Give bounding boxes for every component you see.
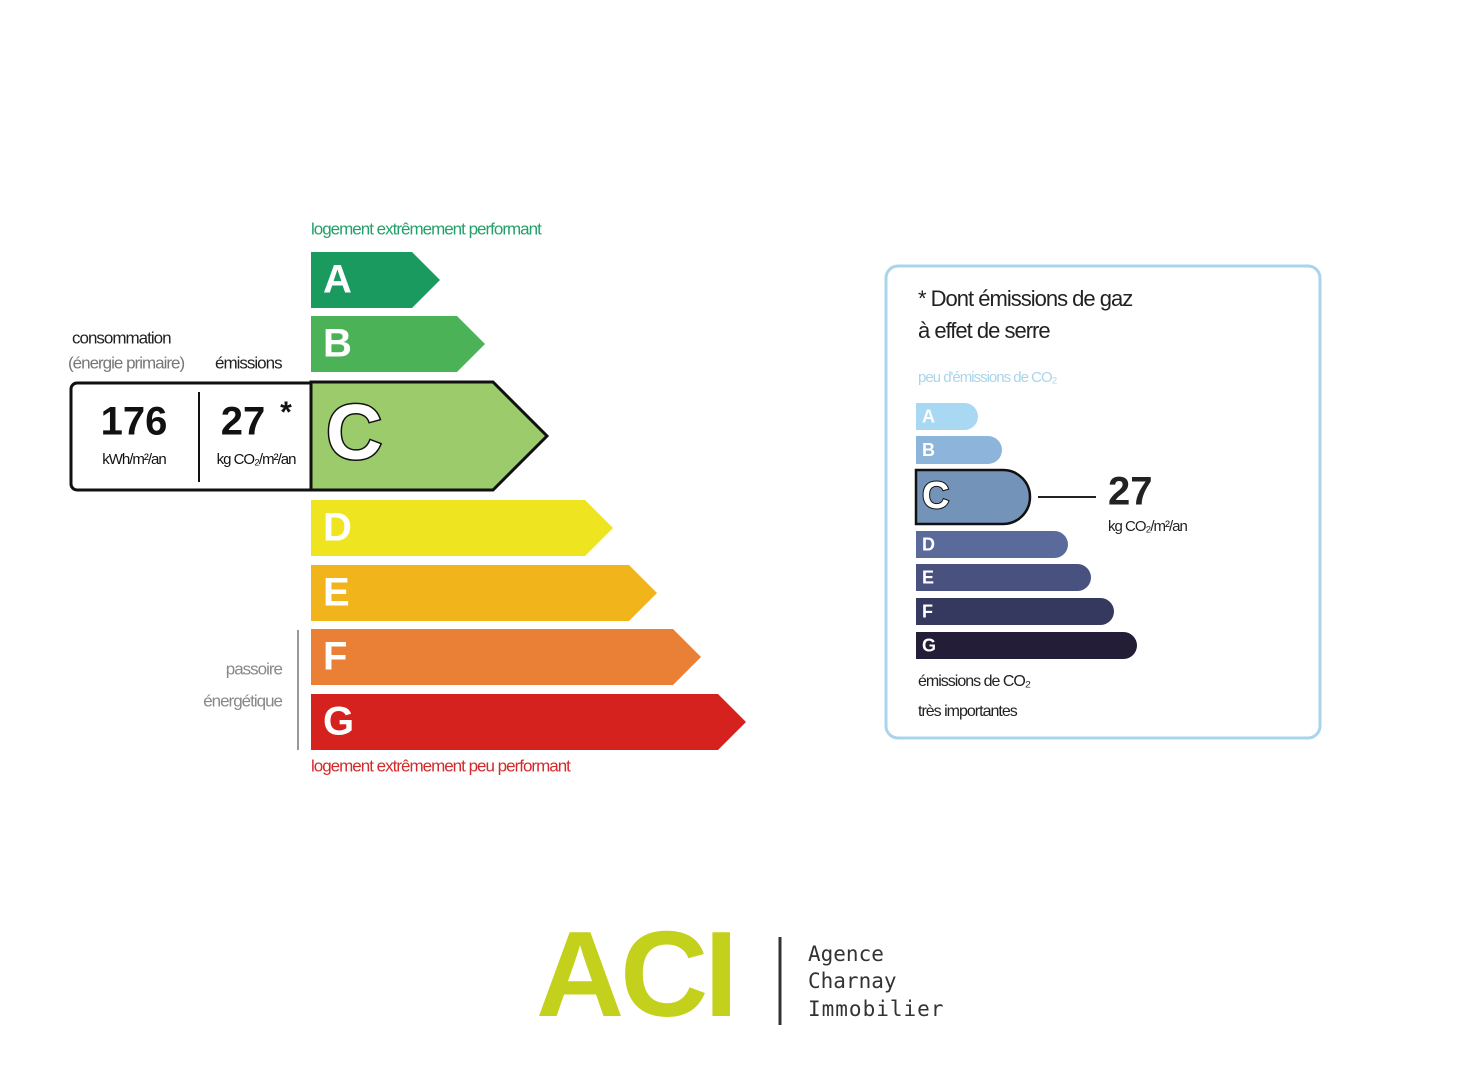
class-bar <box>311 694 746 750</box>
class-bar <box>309 380 550 492</box>
side-note: énergétique <box>203 691 282 710</box>
class-bar <box>311 252 440 308</box>
bottom-caption: logement extrêmement peu performant <box>311 756 571 775</box>
logo-mark: ACI <box>536 906 734 1042</box>
top-caption: logement extrêmement performant <box>311 219 542 238</box>
consumption-sublabel: (énergie primaire) <box>68 353 184 372</box>
logo-text: Immobilier <box>808 997 944 1021</box>
class-bar <box>916 598 1114 625</box>
class-bar <box>916 564 1091 591</box>
class-letter: C <box>326 388 382 476</box>
class-letter: C <box>922 475 949 517</box>
class-bar <box>916 531 1068 558</box>
class-letter: B <box>922 440 935 460</box>
ghg-bottom-caption: émissions de CO₂ <box>918 673 1031 690</box>
logo-text: Charnay <box>808 969 897 993</box>
ghg-unit: kg CO₂/m²/an <box>1108 518 1188 535</box>
class-bar <box>311 316 485 372</box>
emissions-label: émissions <box>215 353 282 372</box>
class-letter: F <box>922 601 933 621</box>
class-letter: A <box>922 406 935 426</box>
class-bar <box>311 500 613 556</box>
class-bar <box>311 629 701 685</box>
class-bar <box>916 436 1002 464</box>
class-bar <box>914 468 1032 526</box>
class-letter: D <box>922 534 935 554</box>
side-note: passoire <box>226 659 283 678</box>
class-letter: E <box>922 567 934 587</box>
class-letter: E <box>323 571 350 615</box>
logo-text: Agence <box>808 942 884 966</box>
class-bar <box>916 403 978 430</box>
emissions-marker: * <box>280 396 292 429</box>
ghg-top-caption: peu d'émissions de CO₂ <box>918 369 1058 386</box>
consumption-unit: kWh/m²/an <box>102 451 166 468</box>
class-letter: F <box>323 635 347 679</box>
class-letter: D <box>323 506 352 550</box>
class-letter: A <box>323 258 352 302</box>
class-bar <box>916 632 1137 659</box>
ghg-title: * Dont émissions de gaz <box>918 286 1132 311</box>
class-letter: G <box>323 700 354 744</box>
class-letter: B <box>323 322 352 366</box>
emissions-value: 27 <box>221 400 266 444</box>
ghg-title: à effet de serre <box>918 318 1050 343</box>
ghg-bottom-caption: très importantes <box>918 703 1018 720</box>
emissions-unit: kg CO₂/m²/an <box>217 451 297 468</box>
class-bar <box>311 565 657 621</box>
consumption-label: consommation <box>72 328 171 347</box>
consumption-value: 176 <box>101 400 168 444</box>
class-letter: G <box>922 635 936 655</box>
ghg-value: 27 <box>1108 470 1153 514</box>
